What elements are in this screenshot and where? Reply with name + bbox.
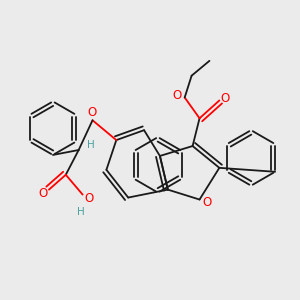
- Text: O: O: [172, 89, 182, 102]
- Text: O: O: [221, 92, 230, 105]
- Text: H: H: [77, 207, 85, 218]
- Text: O: O: [203, 196, 212, 209]
- Text: O: O: [84, 192, 93, 205]
- Text: H: H: [87, 140, 94, 150]
- Text: O: O: [87, 106, 96, 119]
- Text: O: O: [38, 187, 48, 200]
